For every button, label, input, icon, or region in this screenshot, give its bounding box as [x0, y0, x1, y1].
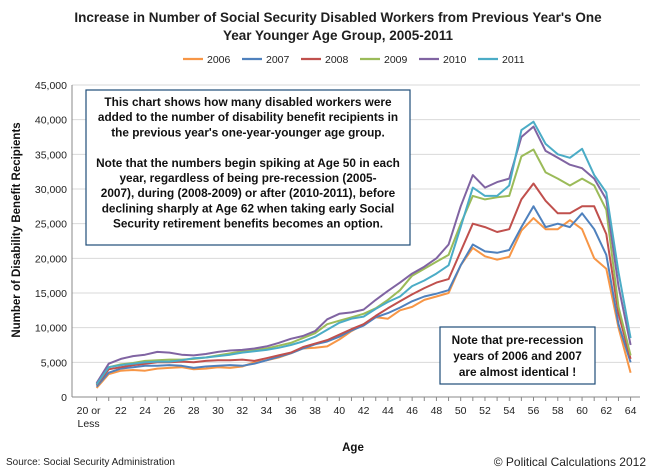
- x-tick-label: 44: [382, 405, 394, 417]
- x-tick-label: 50: [455, 405, 467, 417]
- x-tick-label: 58: [552, 405, 564, 417]
- y-tick-label: 20,000: [35, 253, 67, 265]
- y-axis-title: Number of Disability Benefit Recipients: [11, 122, 23, 337]
- legend-label: 2009: [384, 54, 408, 66]
- y-tick-label: 40,000: [35, 115, 67, 127]
- x-tick-label: 48: [431, 405, 443, 417]
- y-tick-label: 5,000: [41, 357, 67, 369]
- note-line: 2007), during (2008-2009) or after (2010…: [101, 186, 396, 200]
- series-line-2010: [95, 125, 632, 384]
- chart-title-line-2: Year Younger Age Group, 2005-2011: [223, 28, 454, 43]
- note-line: the previous year's one-year-younger age…: [111, 125, 385, 139]
- x-tick-label: 28: [188, 405, 200, 417]
- y-tick-label: 45,000: [35, 80, 67, 92]
- note-frame: [439, 326, 596, 385]
- x-tick-label: Less: [78, 418, 100, 430]
- x-tick-label: 22: [115, 405, 127, 417]
- x-tick-label: 52: [479, 405, 491, 417]
- note-line: added to the number of disability benefi…: [98, 110, 398, 124]
- note-line: Note that pre-recession: [452, 333, 584, 347]
- series-line-2008: [95, 182, 632, 386]
- main-note-box: This chart shows how many disabled worke…: [85, 89, 411, 246]
- y-tick-label: 25,000: [35, 219, 67, 231]
- y-tick-label: 35,000: [35, 149, 67, 161]
- series-line-2007: [95, 205, 632, 388]
- side-note-box: Note that pre-recession years of 2006 and…: [439, 326, 596, 385]
- chart-title: Increase in Number of Social Security Di…: [74, 10, 602, 43]
- x-tick-label: 34: [261, 405, 273, 417]
- x-tick-label: 26: [164, 405, 176, 417]
- series-line-2011: [95, 120, 632, 386]
- legend-label: 2010: [443, 54, 467, 66]
- x-tick-label: 62: [600, 405, 612, 417]
- x-tick-label: 20 or: [77, 405, 101, 417]
- x-tick-label: 56: [528, 405, 540, 417]
- x-tick-label: 30: [212, 405, 224, 417]
- x-tick-label: 46: [406, 405, 418, 417]
- x-tick-label: 40: [333, 405, 345, 417]
- legend: 2006 2007 2008 2009 2010 2011: [183, 54, 525, 66]
- x-tick-label: 64: [625, 405, 637, 417]
- x-axis-title: Age: [342, 442, 364, 454]
- legend-label: 2006: [207, 54, 231, 66]
- x-tick-label: 38: [309, 405, 321, 417]
- y-tick-label: 0: [61, 392, 67, 404]
- legend-label: 2011: [502, 54, 525, 66]
- axes: 0 5,000 10,000 15,000 20,000 25,000 30,000 35,0…: [35, 80, 637, 430]
- note-line: year, regardless of being pre-recession …: [119, 171, 376, 185]
- note-line: Note that the numbers begin spiking at A…: [96, 156, 400, 170]
- x-tick-label: 54: [503, 405, 515, 417]
- chart-title-line-1: Increase in Number of Social Security Di…: [74, 10, 602, 25]
- y-tick-label: 10,000: [35, 323, 67, 335]
- note-frame: [85, 89, 411, 246]
- x-tick-label: 32: [236, 405, 248, 417]
- x-tick-label: 42: [358, 405, 370, 417]
- note-line: declining sharply at Age 62 when taking …: [102, 201, 395, 215]
- x-tick-label: 60: [576, 405, 588, 417]
- credit-note: © Political Calculations 2012: [494, 455, 647, 469]
- x-tick-label: 36: [285, 405, 297, 417]
- note-line: Security retirement benefits becomes an …: [113, 217, 383, 231]
- note-line: years of 2006 and 2007: [453, 349, 582, 363]
- x-tick-label: 24: [139, 405, 151, 417]
- note-line: This chart shows how many disabled worke…: [104, 95, 392, 109]
- legend-label: 2008: [325, 54, 349, 66]
- series-lines: [95, 120, 632, 389]
- y-tick-label: 15,000: [35, 288, 67, 300]
- note-line: are almost identical !: [459, 365, 576, 379]
- legend-label: 2007: [266, 54, 290, 66]
- y-tick-label: 30,000: [35, 184, 67, 196]
- source-note: Source: Social Security Administration: [6, 457, 175, 468]
